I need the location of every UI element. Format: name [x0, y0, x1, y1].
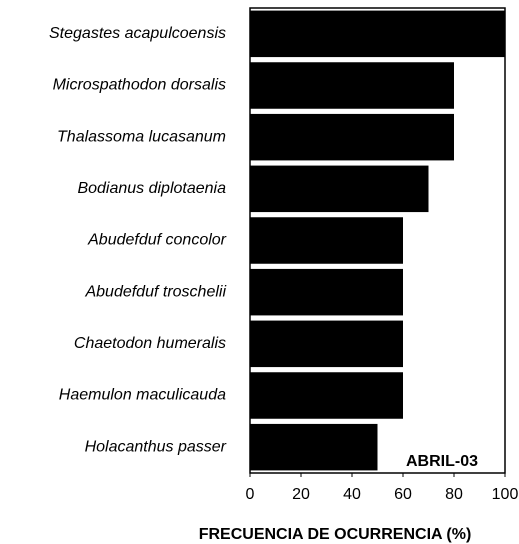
x-tick-label: 80 [445, 486, 463, 503]
y-tick-label: Chaetodon humeralis [74, 335, 226, 352]
x-tick-label: 20 [292, 486, 310, 503]
x-tick-label: 40 [343, 486, 361, 503]
bar [250, 423, 378, 471]
annotation: ABRIL-03 [406, 453, 478, 470]
x-axis-label: FRECUENCIA DE OCURRENCIA (%) [199, 526, 472, 543]
x-tick-label: 0 [246, 486, 255, 503]
y-tick-label: Haemulon maculicauda [59, 387, 226, 404]
y-tick-label: Abudefduf concolor [87, 232, 227, 249]
bar [250, 217, 403, 264]
bar [250, 113, 454, 161]
bar [250, 372, 403, 419]
x-tick-label: 60 [394, 486, 412, 503]
bar [250, 268, 403, 316]
y-tick-label: Abudefduf troschelii [84, 283, 226, 300]
bar [250, 10, 505, 58]
y-tick-label: Thalassoma lucasanum [57, 128, 226, 145]
y-tick-label: Holacanthus passer [85, 438, 227, 455]
plot-frame [249, 7, 506, 474]
x-tick-label: 100 [492, 486, 519, 503]
y-tick-label: Bodianus diplotaenia [77, 180, 226, 197]
y-tick-label: Microspathodon dorsalis [53, 77, 226, 94]
bar [250, 320, 403, 368]
bar [250, 165, 429, 213]
bar [250, 62, 454, 109]
y-tick-label: Stegastes acapulcoensis [49, 25, 226, 42]
